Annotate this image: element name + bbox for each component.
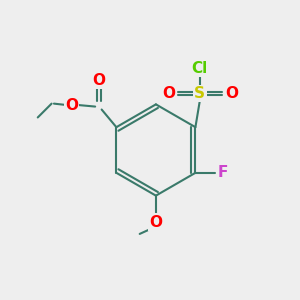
Text: Cl: Cl: [192, 61, 208, 76]
Text: O: O: [149, 214, 162, 230]
Text: O: O: [65, 98, 78, 112]
Text: S: S: [194, 86, 205, 101]
Text: O: O: [92, 73, 105, 88]
Text: O: O: [162, 86, 175, 101]
Text: O: O: [225, 86, 238, 101]
Text: F: F: [218, 165, 228, 180]
